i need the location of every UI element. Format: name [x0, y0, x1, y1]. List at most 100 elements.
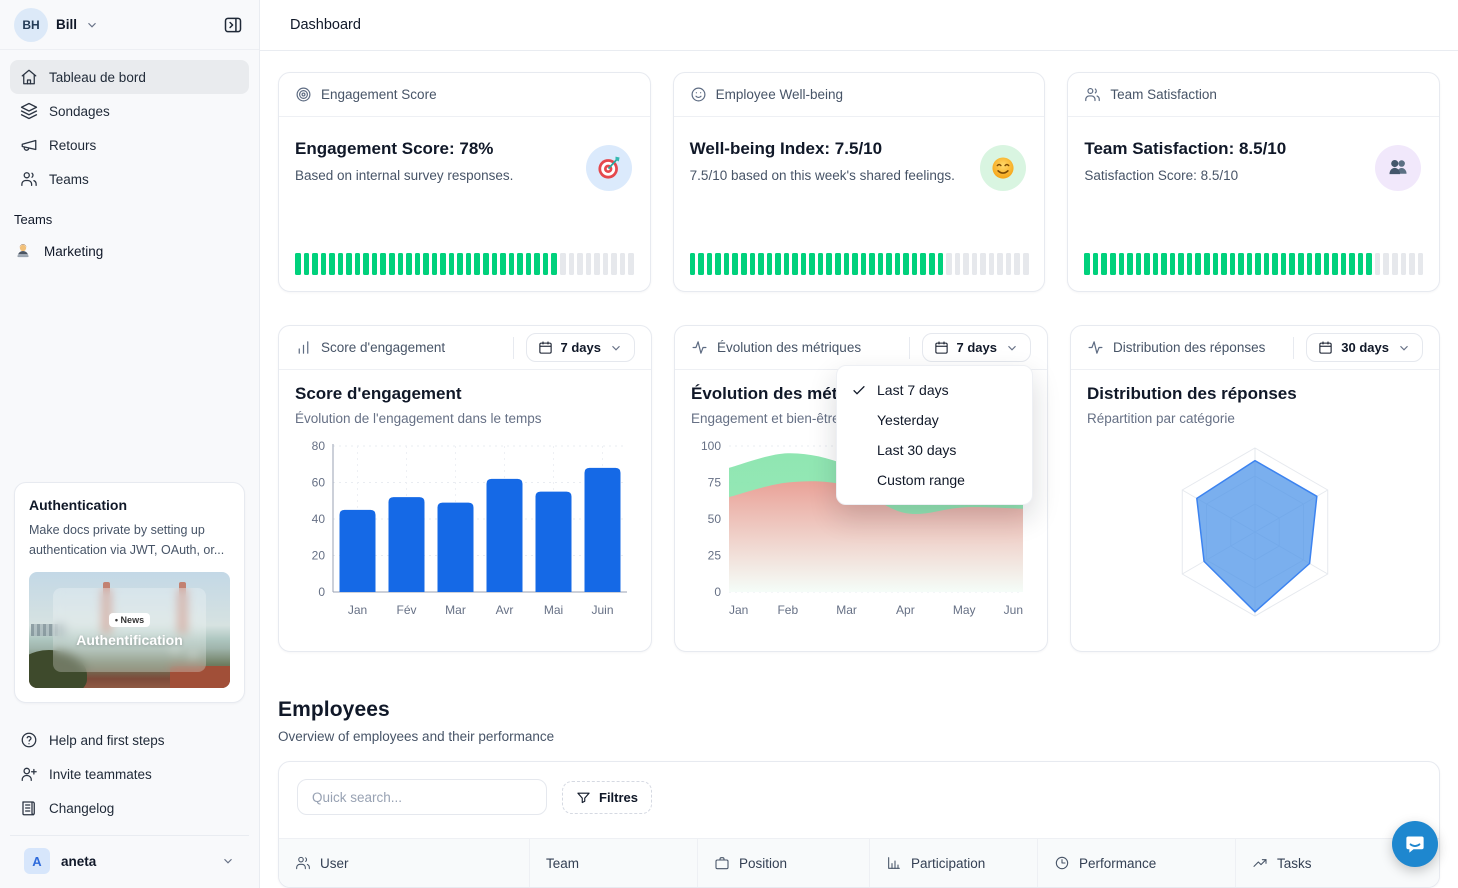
news-badge: • News	[108, 612, 151, 627]
wellbeing-progress-bar	[689, 253, 1029, 275]
column-header-user[interactable]: User	[279, 839, 529, 887]
progress-segment	[619, 253, 626, 275]
progress-segment	[354, 253, 361, 275]
menu-item-yesterday[interactable]: Yesterday	[837, 405, 1032, 435]
content: Engagement Score Engagement Score: 78% B…	[260, 51, 1458, 888]
progress-segment	[525, 253, 532, 275]
progress-segment	[483, 253, 489, 275]
activity-icon	[692, 341, 707, 354]
sidebar-item-dashboard[interactable]: Tableau de bord	[10, 60, 249, 94]
progress-segment	[534, 253, 540, 275]
card-header-label: Engagement Score	[321, 87, 437, 102]
progress-segment	[843, 253, 850, 275]
progress-segment	[903, 253, 909, 275]
filters-button[interactable]: Filtres	[562, 780, 653, 814]
card-body: Team Satisfaction: 8.5/10 Satisfaction S…	[1068, 117, 1439, 291]
column-header-team[interactable]: Team	[529, 839, 697, 887]
progress-segment	[1272, 253, 1278, 275]
svg-text:Juin: Juin	[591, 603, 613, 617]
range-button[interactable]: 30 days	[1306, 333, 1423, 362]
progress-segment	[1169, 253, 1176, 275]
progress-segment	[602, 253, 609, 275]
range-selector: 7 days	[512, 333, 635, 362]
card-header: Score d'engagement 7 days	[279, 326, 651, 370]
sidebar-item-help[interactable]: Help and first steps	[10, 723, 249, 757]
range-selector: 30 days	[1293, 333, 1423, 362]
sidebar-item-teams[interactable]: Teams	[10, 162, 249, 196]
menu-item-last-7-days[interactable]: Last 7 days	[837, 375, 1032, 405]
progress-segment	[1005, 253, 1012, 275]
progress-segment	[1306, 253, 1313, 275]
radar-wrap	[1087, 426, 1423, 634]
progress-segment	[577, 253, 583, 275]
progress-segment	[758, 253, 764, 275]
progress-segment	[585, 253, 592, 275]
range-button[interactable]: 7 days	[525, 333, 635, 362]
progress-segment	[500, 253, 506, 275]
progress-segment	[1178, 253, 1184, 275]
progress-segment	[1383, 253, 1390, 275]
progress-segment	[1195, 253, 1201, 275]
progress-segment	[1127, 253, 1133, 275]
progress-segment	[766, 253, 773, 275]
progress-segment	[1417, 253, 1424, 275]
sidebar-item-label: Sondages	[49, 103, 110, 119]
column-header-tasks[interactable]: Tasks	[1235, 839, 1416, 887]
column-label: Team	[546, 855, 580, 871]
svg-text:100: 100	[701, 439, 721, 453]
column-header-position[interactable]: Position	[697, 839, 869, 887]
sidebar-item-feedback[interactable]: Retours	[10, 128, 249, 162]
chat-launcher-button[interactable]	[1392, 821, 1438, 867]
progress-segment	[389, 253, 395, 275]
progress-segment	[1101, 253, 1107, 275]
progress-segment	[911, 253, 918, 275]
progress-segment	[1135, 253, 1142, 275]
sidebar-item-changelog[interactable]: Changelog	[10, 791, 249, 825]
menu-item-label: Last 7 days	[877, 382, 949, 398]
users-icon	[1085, 87, 1101, 102]
menu-item-custom-range[interactable]: Custom range	[837, 465, 1032, 495]
sidebar: BH Bill Tableau de bord Sondages Retours	[0, 0, 260, 888]
employees-table-card: Filtres User Team Position	[278, 761, 1440, 888]
menu-item-label: Yesterday	[877, 412, 939, 428]
card-header: Engagement Score	[279, 73, 650, 117]
card-header: Team Satisfaction	[1068, 73, 1440, 117]
column-header-participation[interactable]: Participation	[869, 839, 1037, 887]
progress-segment	[1084, 253, 1090, 275]
smiling-face-emoji-icon	[992, 157, 1014, 179]
stat-title: Engagement Score: 78%	[295, 139, 494, 158]
svg-text:Mai: Mai	[544, 603, 563, 617]
user-avatar[interactable]: BH	[14, 7, 48, 42]
progress-segment	[826, 253, 832, 275]
column-header-performance[interactable]: Performance	[1037, 839, 1235, 887]
svg-text:50: 50	[708, 512, 722, 526]
newspaper-icon	[22, 801, 35, 816]
sidebar-item-invite[interactable]: Invite teammates	[10, 757, 249, 791]
sidebar-item-surveys[interactable]: Sondages	[10, 94, 249, 128]
search-input[interactable]	[297, 779, 547, 815]
workspace-avatar: A	[24, 848, 50, 874]
progress-segment	[817, 253, 824, 275]
workspace-switcher[interactable]: A aneta	[10, 836, 249, 888]
card-body: Well-being Index: 7.5/10 7.5/10 based on…	[674, 117, 1045, 291]
svg-text:20: 20	[312, 549, 326, 563]
collapse-sidebar-button[interactable]	[219, 11, 247, 39]
progress-segment	[1340, 253, 1347, 275]
progress-segment	[928, 253, 935, 275]
progress-segment	[1186, 253, 1193, 275]
range-button[interactable]: 7 days	[921, 333, 1031, 362]
progress-segment	[611, 253, 617, 275]
user-name[interactable]: Bill	[56, 17, 78, 32]
promo-card-authentication[interactable]: Authentication Make docs private by sett…	[14, 482, 245, 703]
progress-segment	[1400, 253, 1407, 275]
sidebar-item-marketing[interactable]: Marketing	[0, 235, 259, 267]
chevron-down-icon	[1008, 345, 1016, 351]
column-label: Tasks	[1277, 855, 1312, 871]
progress-segment	[1392, 253, 1398, 275]
promo-image-golden-gate[interactable]: • News Authentification	[29, 572, 230, 688]
progress-segment	[1289, 253, 1296, 275]
progress-segment	[337, 253, 344, 275]
menu-item-last-30-days[interactable]: Last 30 days	[837, 435, 1032, 465]
progress-segment	[457, 253, 463, 275]
